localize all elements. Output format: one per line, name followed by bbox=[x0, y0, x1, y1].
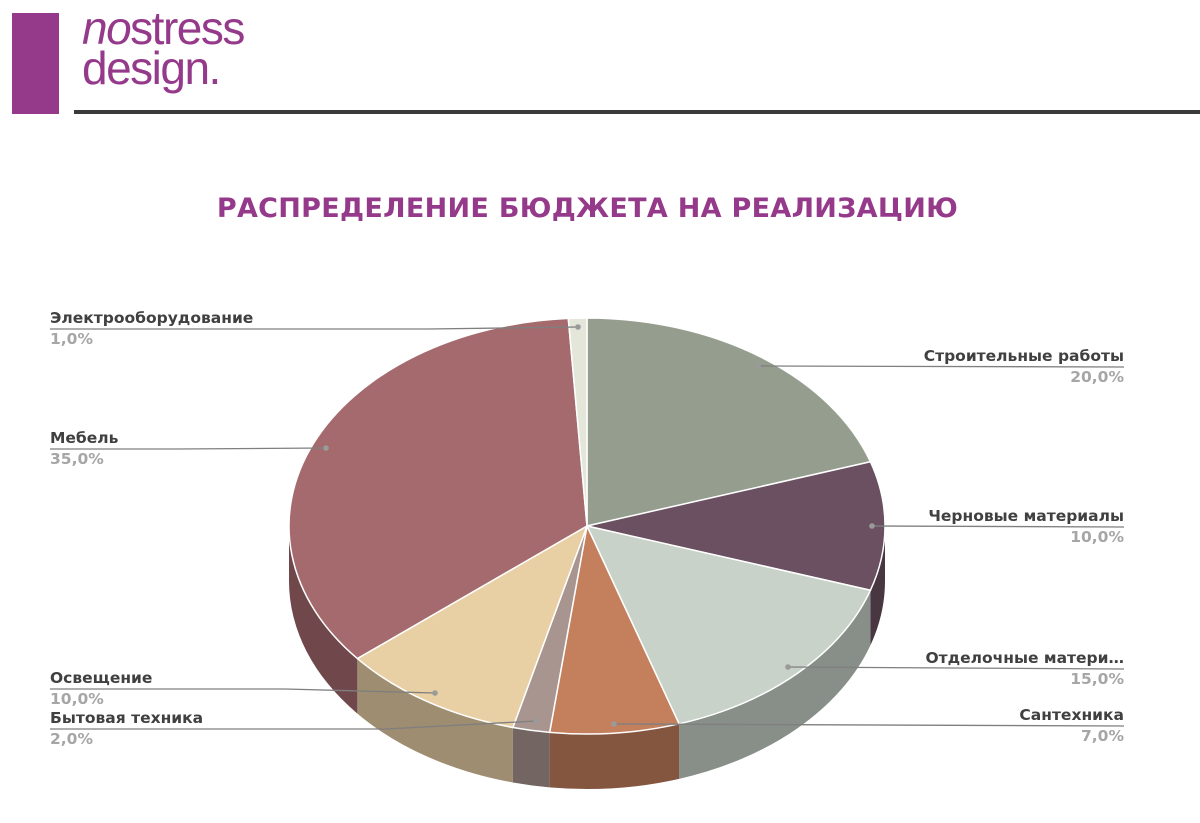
slice-value-bytovaya-tehnika: 2,0% bbox=[50, 730, 93, 748]
brand-bar bbox=[12, 13, 59, 114]
slice-value-mebel: 35,0% bbox=[50, 450, 104, 468]
leader-dot-chernovye-materialy bbox=[869, 523, 875, 529]
leader-line-bytovaya-tehnika bbox=[50, 720, 537, 730]
pie-slice-elektrooborudovanie bbox=[567, 317, 588, 527]
slice-value-stroitelnye-raboty: 20,0% bbox=[1070, 368, 1124, 386]
logo-no: no bbox=[82, 2, 132, 54]
pie-slice-otdelochnye-materialy bbox=[586, 525, 872, 725]
leader-dot-otdelochnye-materialy bbox=[785, 664, 791, 670]
leader-line-mebel bbox=[50, 447, 327, 450]
leader-dot-elektrooborudovanie bbox=[575, 324, 581, 330]
slice-label-mebel: Мебель bbox=[50, 429, 119, 447]
slice-value-osveshchenie: 10,0% bbox=[50, 690, 104, 708]
slice-value-otdelochnye-materialy: 15,0% bbox=[1070, 670, 1124, 688]
pie-wall-santehnika bbox=[549, 723, 680, 789]
label-layer: Строительные работы 20,0% Черновые материа… bbox=[50, 309, 1124, 748]
chart-title: РАСПРЕДЕЛЕНИЕ БЮДЖЕТА НА РЕАЛИЗАЦИЮ bbox=[216, 193, 959, 224]
leader-line-chernovye-materialy bbox=[871, 525, 1125, 528]
logo: nostress design. bbox=[82, 5, 245, 94]
pie-wall-osveshchenie bbox=[357, 658, 513, 783]
pie-slice-osveshchenie bbox=[356, 525, 588, 729]
leader-dot-bytovaya-tehnika bbox=[533, 718, 539, 724]
pie-wall-otdelochnye-materialy bbox=[679, 590, 871, 779]
pie-slice-mebel bbox=[288, 317, 588, 660]
slice-value-santehnika: 7,0% bbox=[1081, 727, 1124, 745]
pie-layer bbox=[288, 317, 886, 789]
logo-design: design. bbox=[82, 42, 221, 94]
leader-dot-osveshchenie bbox=[432, 690, 438, 696]
leader-dot-santehnika bbox=[611, 721, 617, 727]
slice-label-stroitelnye-raboty: Строительные работы bbox=[924, 347, 1124, 365]
leader-line-osveshchenie bbox=[50, 688, 436, 694]
header-rule bbox=[74, 110, 1200, 114]
slice-label-otdelochnye-materialy: Отделочные матери… bbox=[925, 649, 1124, 667]
slice-value-elektrooborudovanie: 1,0% bbox=[50, 330, 93, 348]
slice-value-chernovye-materialy: 10,0% bbox=[1070, 528, 1124, 546]
pie-wall-mebel bbox=[289, 526, 358, 714]
leader-line-stroitelnye-raboty bbox=[757, 365, 1125, 368]
pie-slice-stroitelnye-raboty bbox=[586, 317, 872, 527]
leader-line-elektrooborudovanie bbox=[50, 326, 579, 330]
leader-dot-mebel bbox=[323, 445, 329, 451]
logo-stress: stress bbox=[130, 2, 245, 54]
leader-dot-stroitelnye-raboty bbox=[755, 363, 761, 369]
leader-line-santehnika bbox=[613, 723, 1125, 727]
slice-label-chernovye-materialy: Черновые материалы bbox=[928, 507, 1124, 525]
slice-label-elektrooborudovanie: Электрооборудование bbox=[50, 309, 253, 327]
slice-label-bytovaya-tehnika: Бытовая техника bbox=[50, 709, 203, 727]
slice-label-osveshchenie: Освещение bbox=[50, 669, 152, 687]
pie-wall-bytovaya-tehnika bbox=[512, 727, 550, 788]
pie-wall-chernovye-materialy bbox=[870, 526, 885, 646]
leader-line-otdelochnye-materialy bbox=[787, 666, 1125, 670]
slice-label-santehnika: Сантехника bbox=[1019, 706, 1124, 724]
